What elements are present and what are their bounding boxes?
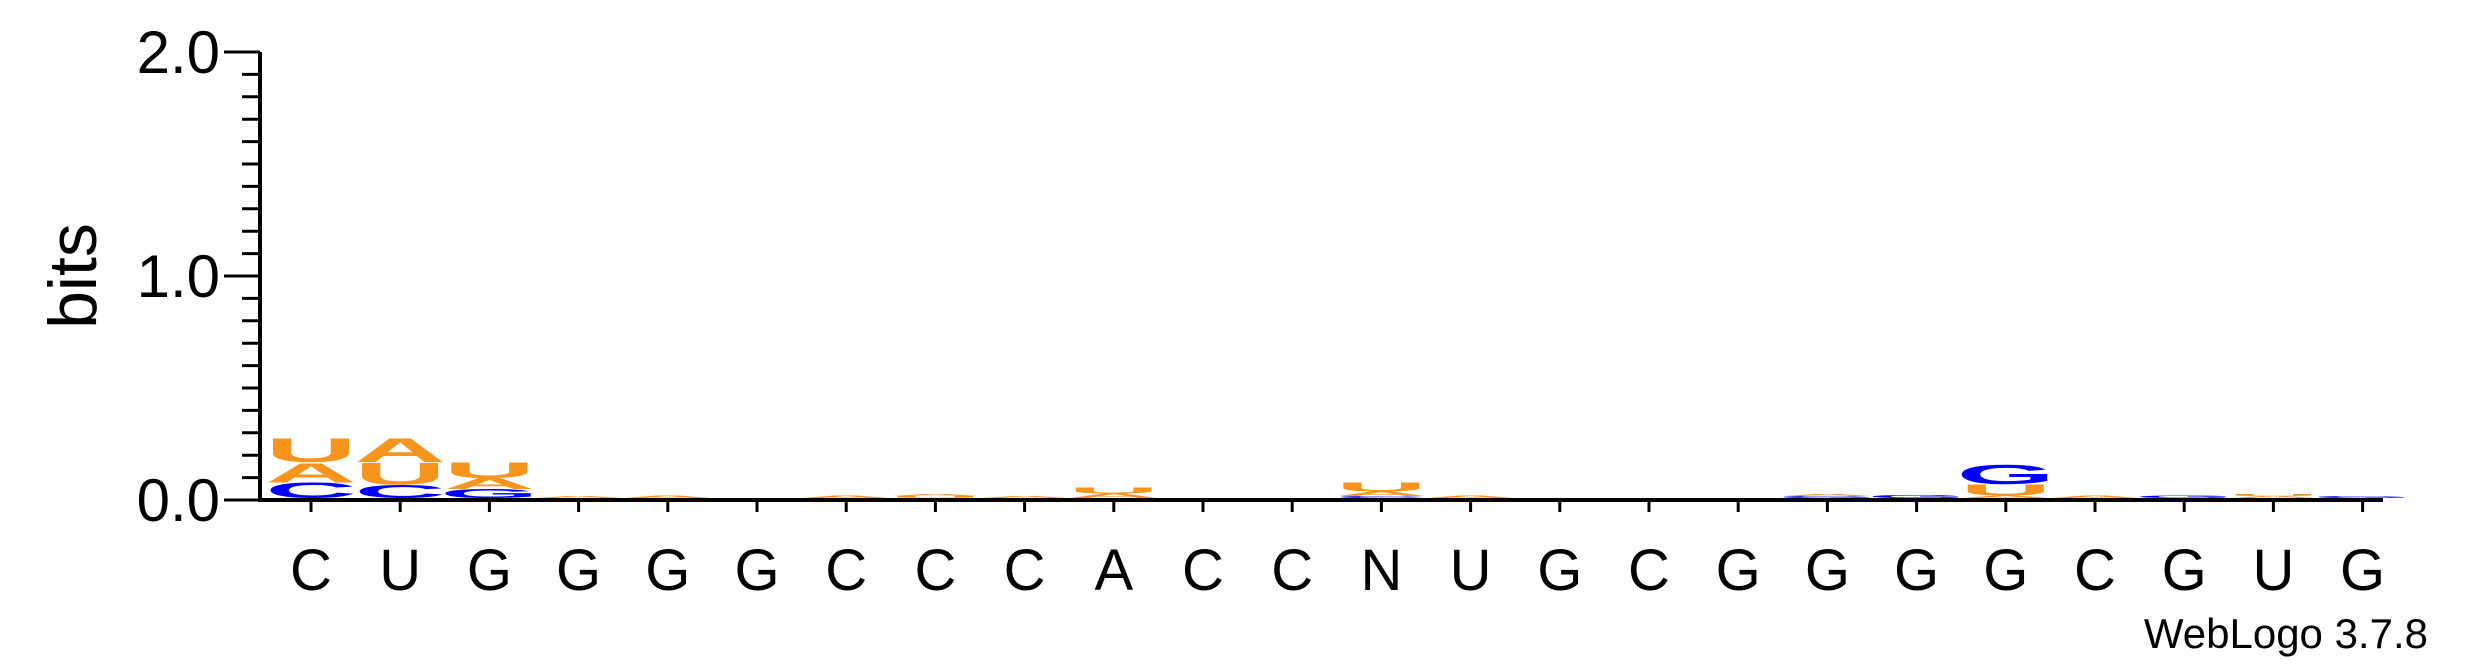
x-tick-label: G <box>1537 538 1582 603</box>
logo-glyph-A: A <box>1068 492 1159 499</box>
x-tick-label: G <box>1805 538 1850 603</box>
x-tick-label: G <box>734 538 779 603</box>
logo-glyph-A: A <box>1782 493 1873 496</box>
y-ticks: 0.0 1.0 2.0 <box>137 19 260 534</box>
axes <box>258 52 2383 502</box>
x-tick-label: G <box>556 538 601 603</box>
x-tick-label: G <box>2162 538 2207 603</box>
x-tick-label: G <box>1716 538 1761 603</box>
logo-glyph-A: A <box>2228 495 2319 498</box>
logo-glyph-A: A <box>355 431 446 469</box>
x-tick-label: U <box>1450 538 1492 603</box>
logo-glyph-A: A <box>444 475 535 492</box>
x-tick-label: C <box>914 538 956 603</box>
x-tick-label: C <box>1628 538 1670 603</box>
logo-glyph-A: A <box>265 457 356 488</box>
y-tick-label: 2.0 <box>137 19 220 86</box>
logo-glyph-U: U <box>355 457 446 492</box>
logo-glyph-U: U <box>1336 480 1427 494</box>
logo-glyph-A: A <box>622 495 713 499</box>
logo-glyph-A: A <box>2049 495 2140 499</box>
x-tick-label: U <box>379 538 421 603</box>
x-tick-label: A <box>1094 538 1133 603</box>
credit-label: WebLogo 3.7.8 <box>2144 610 2428 657</box>
x-tick-label: C <box>1271 538 1313 603</box>
logo-glyph-U: U <box>1960 481 2051 498</box>
x-tick-label: C <box>290 538 332 603</box>
logo-glyph-A: A <box>890 493 981 496</box>
logo-glyph-U: U <box>444 458 535 482</box>
x-tick-label: G <box>1983 538 2028 603</box>
logo-glyph-U: U <box>265 431 356 469</box>
x-tick-label: C <box>825 538 867 603</box>
logo-glyph-U: U <box>1068 486 1159 495</box>
x-tick-label: G <box>645 538 690 603</box>
logo-glyph-A: A <box>1425 495 1516 499</box>
x-tick-label: G <box>2340 538 2385 603</box>
logo-glyph-G: G <box>2135 495 2233 499</box>
x-tick-label: U <box>2252 538 2294 603</box>
y-tick-label: 0.0 <box>137 467 220 534</box>
logo-glyph-U: U <box>890 496 981 499</box>
y-axis-label: bits <box>35 223 111 329</box>
x-tick-label: N <box>1360 538 1402 603</box>
logo-glyph-G: G <box>1957 459 2055 490</box>
logo-glyph-C: C <box>1336 495 1427 498</box>
x-tick-label: G <box>1894 538 1939 603</box>
x-tick-label: C <box>1182 538 1224 603</box>
logo-glyph-A: A <box>979 495 1070 498</box>
logo-glyph-G: G <box>1867 494 1965 499</box>
logo-glyph-G: G <box>440 487 538 501</box>
logo-glyph-G: G <box>1778 496 1876 499</box>
logo-glyph-U: U <box>2228 493 2319 496</box>
logo-glyph-C: C <box>355 481 446 502</box>
logo-glyph-A: A <box>801 495 892 499</box>
y-tick-label: 1.0 <box>137 243 220 310</box>
logo-glyph-A: A <box>533 495 624 498</box>
x-tick-label: C <box>1004 538 1046 603</box>
logo-glyph-G: G <box>2313 496 2411 499</box>
logo-glyph-A: A <box>1960 495 2051 499</box>
x-tick-label: G <box>467 538 512 603</box>
logo-glyph-A: A <box>1336 490 1427 497</box>
x-tick-label: C <box>2074 538 2116 603</box>
